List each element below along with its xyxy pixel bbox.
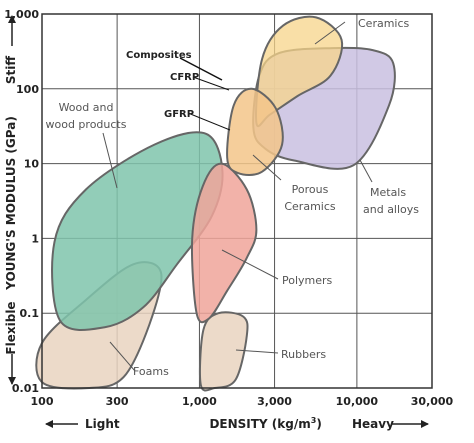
metals-label-line1: Metals [370, 186, 406, 199]
porous-label-line1: Porous [292, 183, 329, 196]
x-high-label: Heavy [352, 417, 394, 431]
composites-leader [179, 57, 223, 81]
ceramics-label: Ceramics [358, 17, 410, 30]
y-tick-label: 0.1 [20, 307, 40, 320]
ceramics-leader [314, 21, 346, 45]
tick-labels: 100 300 1,000 3,000 10,000 30,000 0.01 0.1 1 10 10… [4, 8, 453, 408]
x-axis-title: DENSITY (kg/m3) [209, 416, 321, 431]
y-low-label: Flexible [4, 301, 18, 354]
wood-label-line1: Wood and [59, 101, 114, 114]
region-porous-ceramics [226, 87, 284, 176]
gfrp-label: GFRP [164, 109, 194, 120]
region-rubbers [198, 311, 249, 392]
wood-label-line2: wood products [46, 118, 127, 131]
x-low-label: Light [85, 417, 120, 431]
y-tick-label: 1 [31, 232, 39, 245]
foams-label: Foams [133, 365, 169, 378]
gfrp-leader [187, 112, 231, 131]
polymers-label: Polymers [282, 274, 333, 287]
x-axis-title-main: DENSITY (kg/m [209, 417, 310, 431]
region-polymers [190, 162, 258, 324]
porous-leader [252, 154, 282, 181]
plot-border [41, 13, 433, 389]
polymers-leader [221, 249, 279, 280]
y-tick-label: 10 [24, 158, 40, 171]
rubbers-label: Rubbers [281, 348, 326, 361]
region-labels: Ceramics Composites CFRP GFRP Wood and wood p… [46, 17, 420, 378]
foams-leader [109, 341, 136, 372]
plot-frame [41, 13, 433, 389]
axes-annotations: DENSITY (kg/m3) Light Heavy YOUNG'S MODULUS… [4, 15, 429, 431]
y-tick-label: 1,000 [4, 8, 39, 21]
regions [35, 15, 396, 392]
x-axis-title-sup: 3 [311, 416, 317, 425]
y-tick-label: 0.01 [12, 382, 39, 395]
y-tick-label: 100 [16, 83, 39, 96]
porous-label-line2: Ceramics [284, 200, 336, 213]
x-tick-label: 30,000 [411, 395, 454, 408]
composites-label: Composites [126, 50, 192, 61]
wood-leader [102, 132, 118, 189]
x-tick-label: 1,000 [182, 395, 217, 408]
x-tick-label: 100 [31, 395, 54, 408]
x-axis-title-close: ) [316, 417, 321, 431]
metals-label-line2: and alloys [363, 203, 419, 216]
x-tick-label: 300 [106, 395, 129, 408]
x-tick-label: 10,000 [336, 395, 379, 408]
cfrp-label: CFRP [170, 72, 199, 83]
y-high-label: Stiff [4, 56, 18, 84]
x-tick-label: 3,000 [257, 395, 292, 408]
metals-leader [359, 159, 373, 183]
cfrp-leader [192, 76, 230, 91]
rubbers-leader [235, 349, 279, 354]
y-axis-title: YOUNG'S MODULUS (GPa) [4, 116, 18, 291]
